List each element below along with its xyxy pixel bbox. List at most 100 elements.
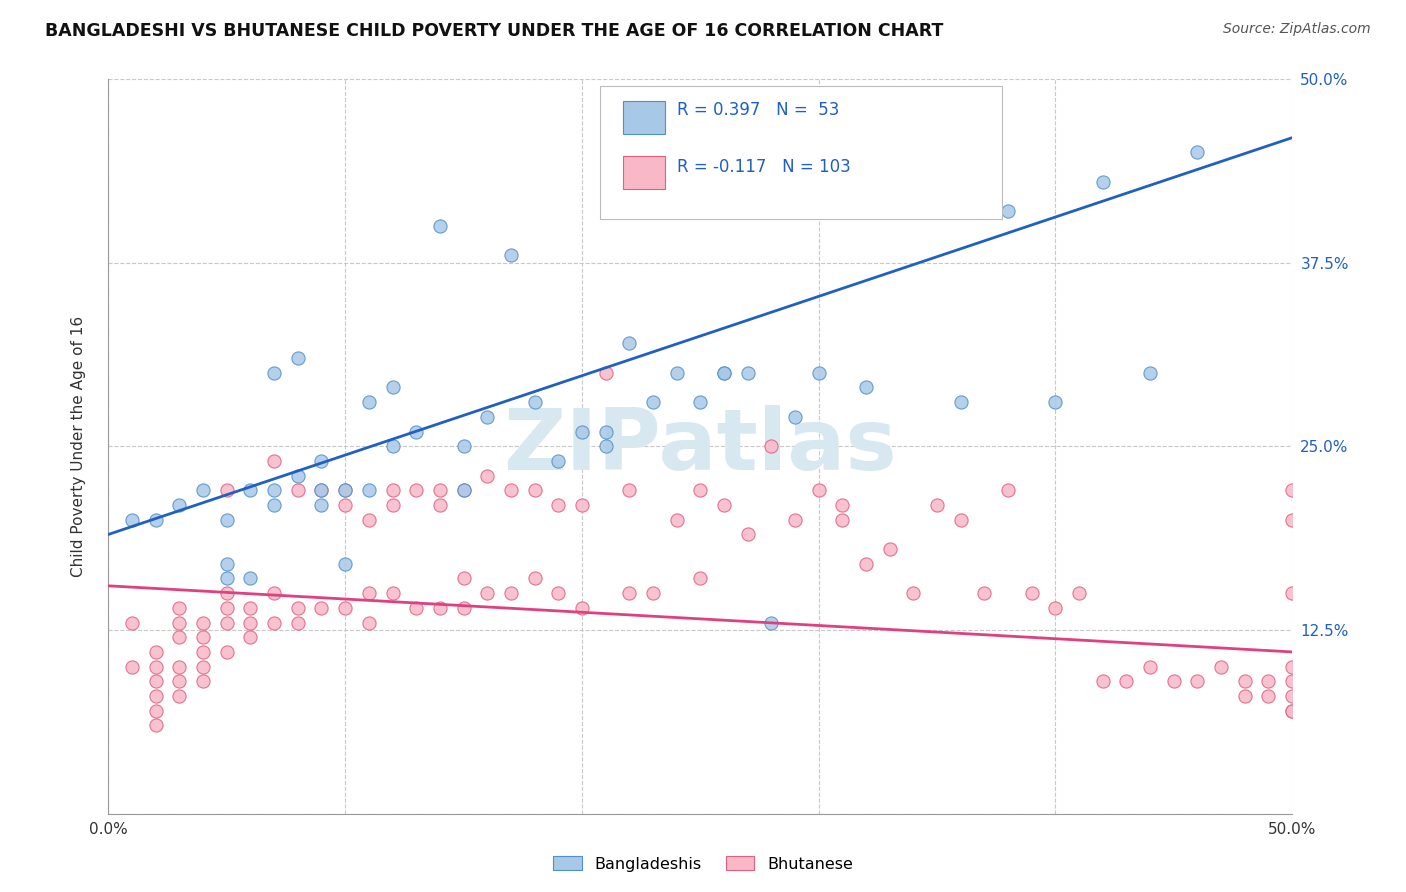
- Point: [333, 557, 356, 571]
- Point: [641, 586, 664, 600]
- Point: [523, 395, 546, 409]
- Point: [997, 204, 1019, 219]
- Point: [145, 659, 167, 673]
- Point: [1233, 689, 1256, 703]
- Point: [169, 630, 191, 644]
- Point: [287, 351, 309, 365]
- Point: [215, 557, 238, 571]
- Point: [145, 704, 167, 718]
- Point: [453, 439, 475, 453]
- Point: [215, 615, 238, 630]
- Point: [311, 483, 333, 498]
- Point: [1281, 704, 1303, 718]
- Point: [169, 659, 191, 673]
- Point: [145, 674, 167, 689]
- Point: [191, 645, 214, 659]
- Point: [333, 498, 356, 512]
- Point: [169, 689, 191, 703]
- Point: [1281, 586, 1303, 600]
- Point: [477, 586, 499, 600]
- Text: Source: ZipAtlas.com: Source: ZipAtlas.com: [1223, 22, 1371, 37]
- Point: [263, 366, 285, 380]
- Point: [333, 600, 356, 615]
- Point: [169, 674, 191, 689]
- Point: [547, 498, 569, 512]
- Point: [523, 483, 546, 498]
- Point: [215, 645, 238, 659]
- Point: [1163, 674, 1185, 689]
- Point: [973, 586, 995, 600]
- Point: [499, 248, 522, 262]
- Point: [405, 483, 427, 498]
- Point: [215, 513, 238, 527]
- Point: [499, 586, 522, 600]
- Point: [121, 615, 143, 630]
- Point: [831, 513, 853, 527]
- Point: [311, 600, 333, 615]
- Point: [783, 513, 806, 527]
- FancyBboxPatch shape: [599, 87, 1002, 219]
- Point: [1187, 674, 1209, 689]
- Point: [191, 659, 214, 673]
- Point: [595, 439, 617, 453]
- Point: [287, 615, 309, 630]
- Point: [215, 600, 238, 615]
- Point: [547, 454, 569, 468]
- Point: [713, 498, 735, 512]
- Text: R = 0.397   N =  53: R = 0.397 N = 53: [676, 101, 839, 119]
- Point: [381, 483, 404, 498]
- Point: [239, 572, 262, 586]
- Point: [665, 513, 688, 527]
- Point: [191, 483, 214, 498]
- Point: [381, 380, 404, 394]
- Point: [453, 572, 475, 586]
- Point: [761, 439, 783, 453]
- Point: [1139, 366, 1161, 380]
- Point: [1091, 674, 1114, 689]
- Point: [619, 336, 641, 351]
- Point: [239, 615, 262, 630]
- Point: [1021, 586, 1043, 600]
- Point: [287, 483, 309, 498]
- Point: [453, 483, 475, 498]
- FancyBboxPatch shape: [623, 156, 665, 189]
- Point: [453, 600, 475, 615]
- Point: [169, 498, 191, 512]
- Point: [737, 527, 759, 541]
- Point: [737, 366, 759, 380]
- Point: [1045, 395, 1067, 409]
- Point: [381, 439, 404, 453]
- Point: [903, 586, 925, 600]
- Point: [903, 175, 925, 189]
- Point: [429, 219, 451, 233]
- Point: [925, 498, 948, 512]
- Point: [169, 600, 191, 615]
- Point: [381, 586, 404, 600]
- Point: [595, 425, 617, 439]
- Point: [547, 586, 569, 600]
- Point: [689, 483, 711, 498]
- Point: [357, 615, 380, 630]
- Point: [619, 483, 641, 498]
- Point: [145, 645, 167, 659]
- Point: [1115, 674, 1137, 689]
- Point: [1187, 145, 1209, 160]
- Point: [215, 483, 238, 498]
- Point: [1045, 600, 1067, 615]
- Legend: Bangladeshis, Bhutanese: Bangladeshis, Bhutanese: [546, 848, 860, 880]
- Point: [761, 615, 783, 630]
- Point: [191, 630, 214, 644]
- Point: [1281, 674, 1303, 689]
- Point: [311, 483, 333, 498]
- Point: [191, 615, 214, 630]
- Point: [145, 513, 167, 527]
- Point: [1067, 586, 1090, 600]
- Point: [807, 366, 830, 380]
- Point: [807, 483, 830, 498]
- Point: [239, 630, 262, 644]
- Point: [713, 366, 735, 380]
- Point: [1281, 513, 1303, 527]
- Point: [169, 615, 191, 630]
- Point: [333, 483, 356, 498]
- Y-axis label: Child Poverty Under the Age of 16: Child Poverty Under the Age of 16: [72, 316, 86, 577]
